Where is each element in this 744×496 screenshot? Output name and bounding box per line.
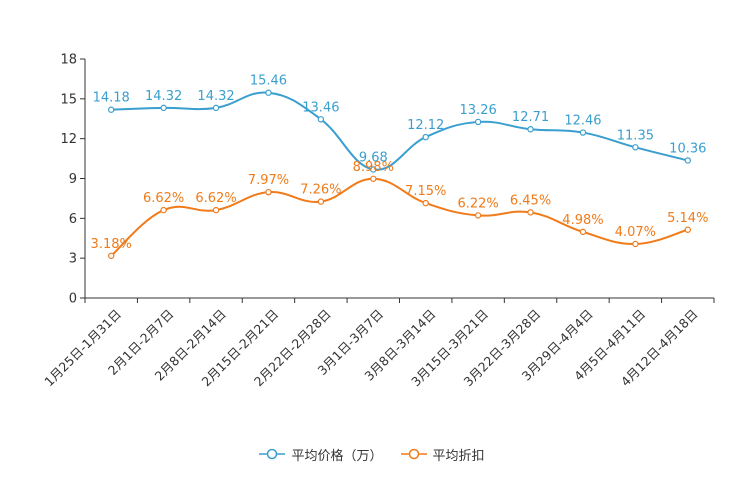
y-tick-label: 0 [69, 292, 77, 307]
data-label: 7.97% [248, 173, 289, 188]
data-point[interactable] [370, 166, 377, 173]
y-tick-label: 6 [69, 212, 77, 227]
data-point[interactable] [579, 228, 587, 236]
data-label: 4.98% [562, 213, 603, 228]
data-label: 7.26% [300, 183, 341, 198]
data-point[interactable] [108, 252, 115, 259]
data-point[interactable] [474, 118, 482, 126]
y-tick-label: 15 [60, 92, 77, 107]
y-tick-label: 9 [69, 172, 77, 187]
legend: 平均价格（万） 平均折扣 [0, 444, 744, 464]
y-tick-label: 18 [60, 53, 77, 68]
data-label: 13.26 [460, 103, 497, 118]
data-point[interactable] [108, 106, 115, 113]
legend-discount-label: 平均折扣 [432, 448, 485, 464]
data-label: 8.98% [353, 160, 394, 175]
legend-discount-line-icon [400, 448, 427, 460]
x-tick-label: 1月25日-1月31日 [41, 306, 124, 389]
y-tick-label: 3 [69, 252, 77, 267]
data-point[interactable] [579, 129, 587, 136]
data-point[interactable] [370, 175, 377, 182]
data-label: 3.18% [91, 237, 132, 252]
data-point[interactable] [684, 226, 691, 233]
data-label: 4.07% [615, 225, 656, 240]
legend-price-label: 平均价格（万） [291, 448, 383, 464]
data-point[interactable] [422, 133, 429, 141]
data-label: 6.45% [510, 193, 551, 208]
data-point[interactable] [527, 209, 534, 216]
series-line [111, 91, 689, 171]
series-1: 3.18% 6.62% 6.62% 7.97% 7.26% 8.98% 7.15% 6.22%… [91, 160, 708, 259]
data-label: 12.46 [564, 114, 601, 129]
data-label: 11.35 [617, 128, 654, 143]
legend-price-line-icon [259, 448, 286, 460]
data-point[interactable] [160, 104, 167, 112]
data-label: 14.32 [197, 89, 234, 104]
data-label: 7.15% [405, 184, 446, 199]
legend-item-price[interactable]: 平均价格（万） [259, 445, 383, 464]
x-axis: 1月25日-1月31日2月1日-2月7日2月8日-2月14日2月15日-2月21… [41, 297, 715, 389]
data-label: 14.32 [145, 89, 182, 104]
data-label: 6.62% [195, 191, 236, 206]
line-chart: 0 3 6 9 12 15 18 1月25日-1月31日2月1日-2月7日2月8日-2月14… [41, 53, 715, 389]
data-label: 5.14% [667, 211, 708, 226]
data-point[interactable] [422, 199, 429, 207]
data-label: 6.62% [143, 191, 184, 206]
series-0: 14.18 14.32 14.32 15.46 13.46 9.68 12.12 13.26 1… [93, 74, 706, 173]
data-point[interactable] [317, 116, 325, 123]
data-point[interactable] [265, 89, 272, 96]
data-label: 12.71 [512, 110, 549, 125]
data-point[interactable] [632, 240, 639, 248]
data-point[interactable] [212, 104, 220, 112]
y-tick-label: 12 [60, 132, 77, 147]
data-point[interactable] [474, 212, 482, 219]
series-layer: 14.18 14.32 14.32 15.46 13.46 9.68 12.12 13.26 1… [91, 74, 708, 259]
data-point[interactable] [265, 188, 272, 196]
data-label: 12.12 [407, 118, 444, 133]
data-label: 14.18 [93, 91, 130, 106]
data-label: 10.36 [669, 141, 706, 156]
legend-item-discount[interactable]: 平均折扣 [400, 445, 485, 464]
data-point[interactable] [317, 198, 325, 205]
data-point[interactable] [160, 206, 167, 214]
y-axis: 0 3 6 9 12 15 18 [60, 53, 86, 307]
data-label: 15.46 [250, 74, 287, 89]
data-point[interactable] [684, 157, 691, 164]
data-label: 9.68 [359, 150, 388, 165]
data-point[interactable] [632, 144, 639, 151]
data-point[interactable] [212, 206, 220, 214]
data-label: 13.46 [302, 100, 339, 115]
data-point[interactable] [527, 126, 534, 133]
data-label: 6.22% [457, 196, 498, 211]
